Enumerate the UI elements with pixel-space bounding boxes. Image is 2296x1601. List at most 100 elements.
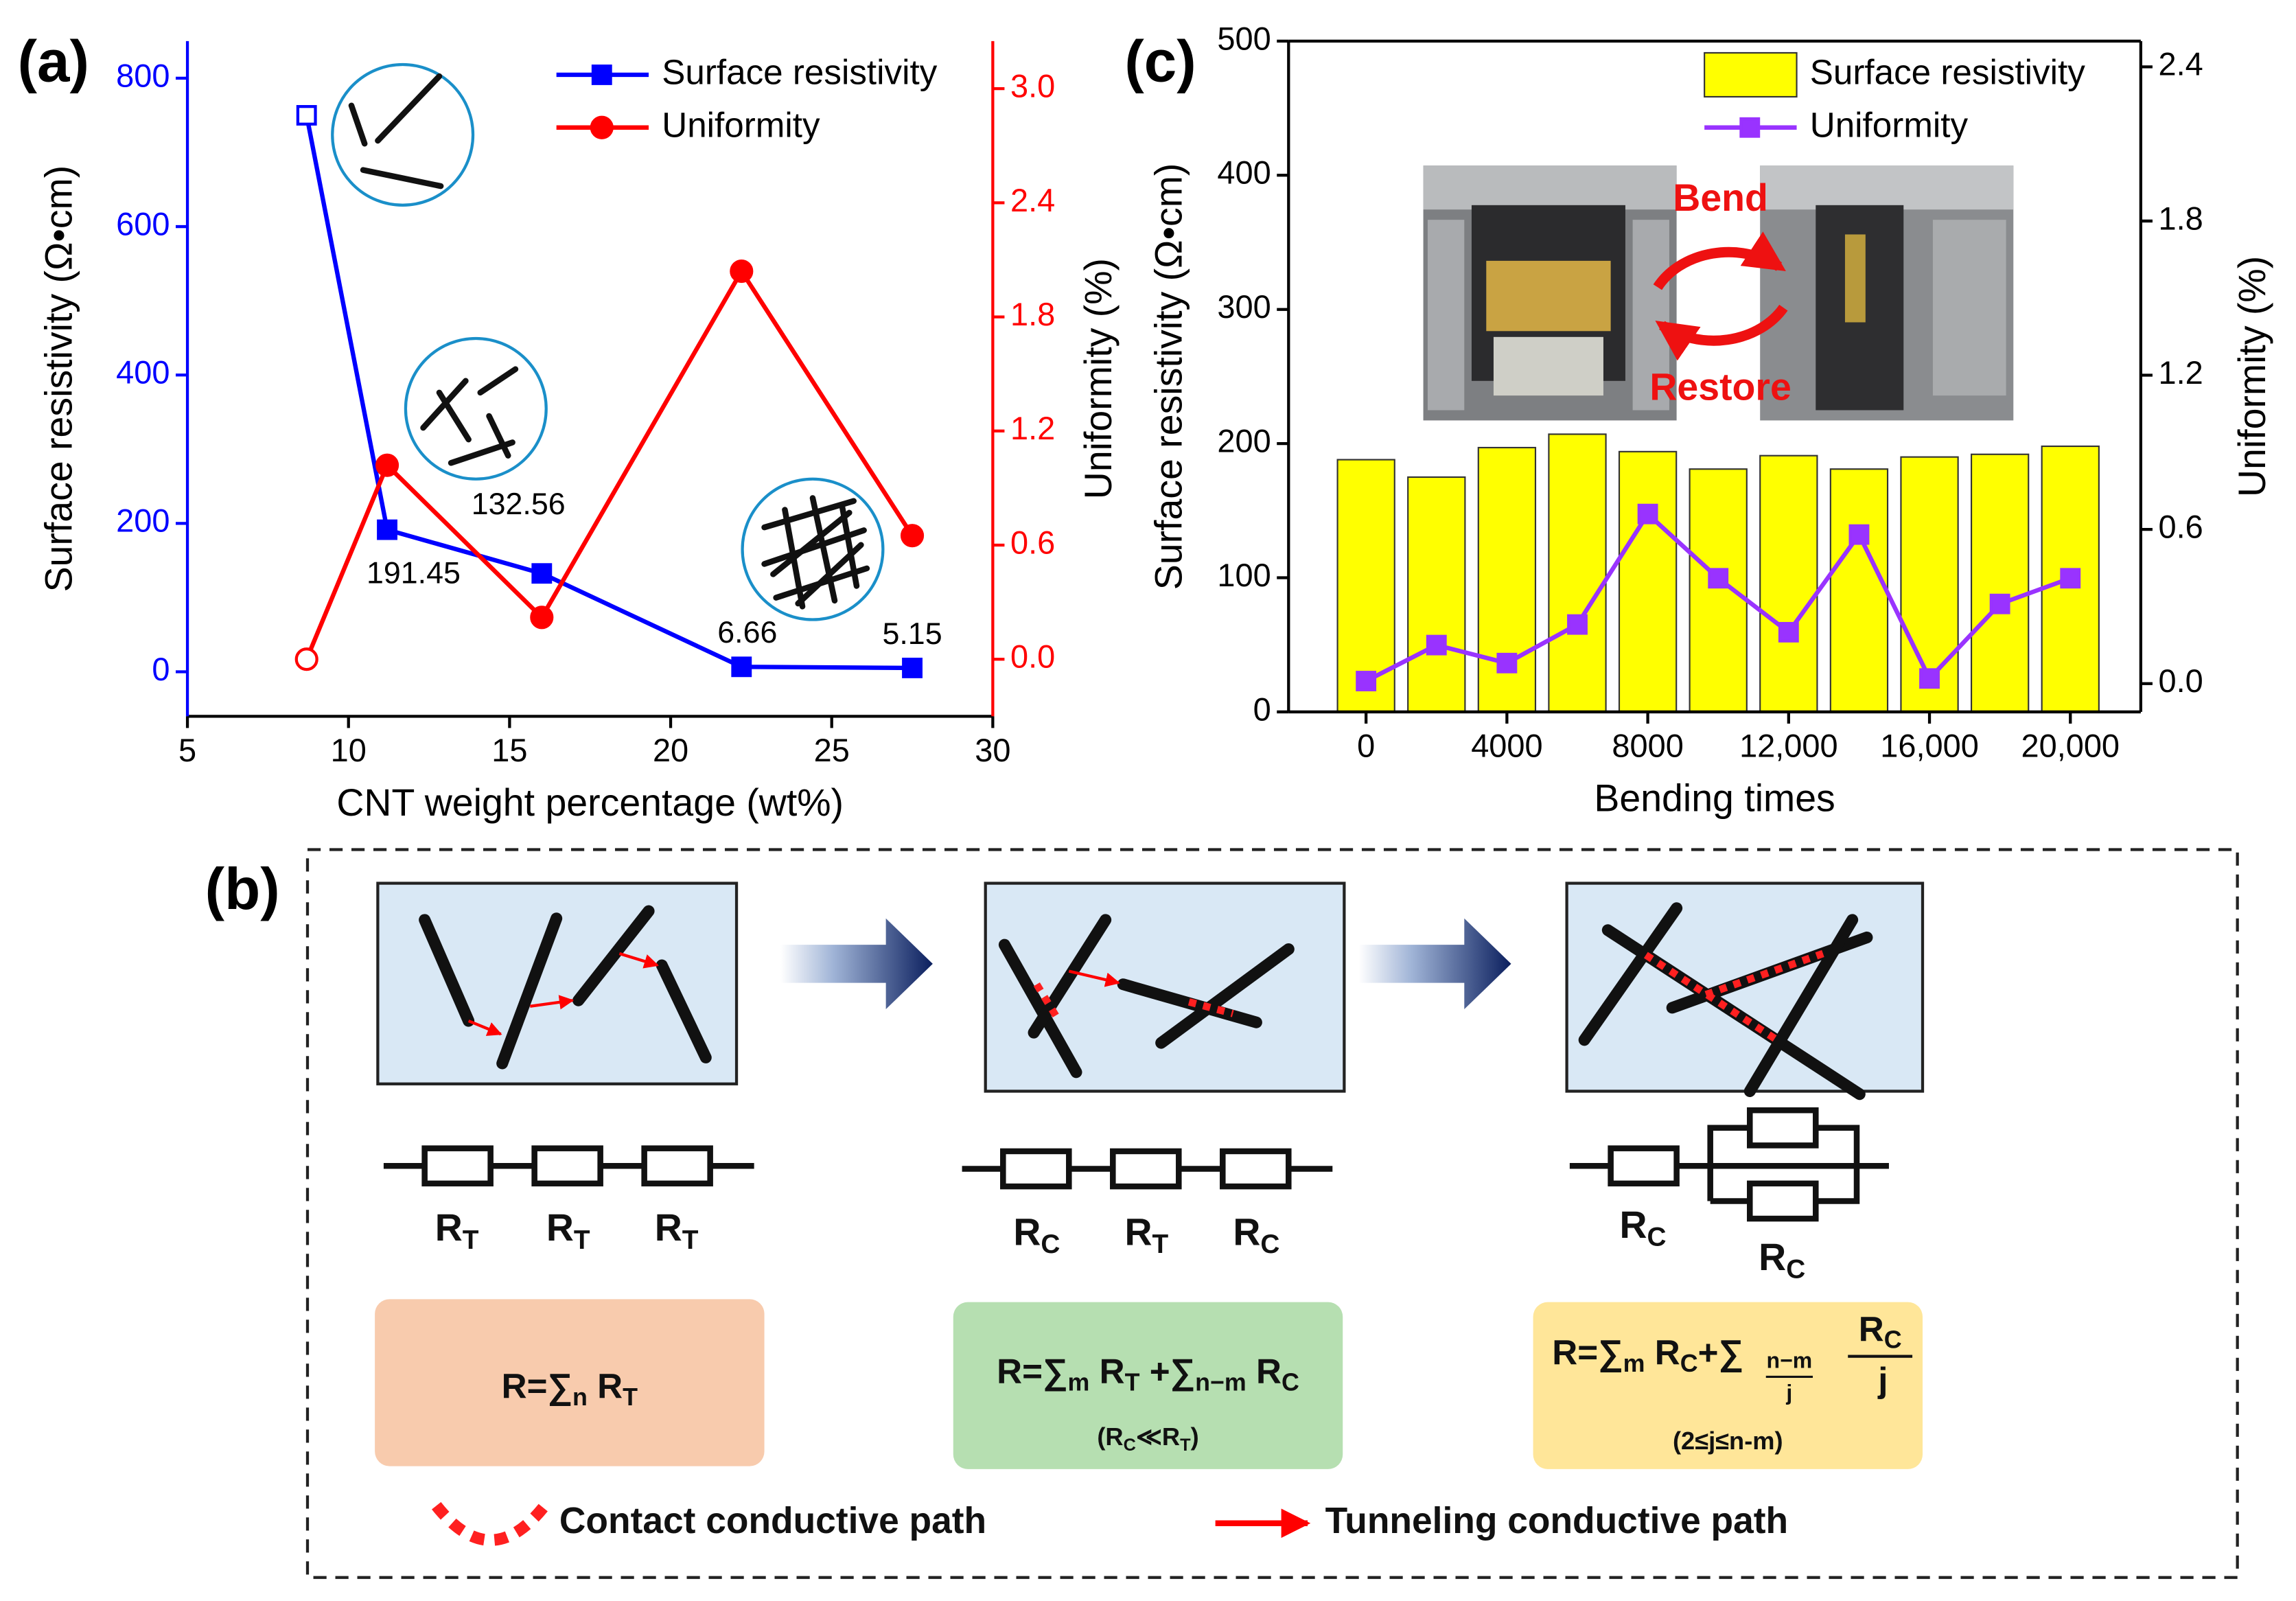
marker bbox=[1778, 621, 1799, 643]
legend-text: Surface resistivity bbox=[1810, 52, 2085, 91]
text-part: R bbox=[588, 1366, 623, 1405]
photo-inset: Bend Restore bbox=[1423, 165, 2014, 421]
formula-sub-den: j bbox=[1785, 1381, 1792, 1405]
text-part: (R bbox=[1097, 1423, 1123, 1451]
x-tick-label: 5 bbox=[178, 733, 196, 768]
fraction-num: RC bbox=[1859, 1309, 1902, 1354]
y-tick-label: 0 bbox=[152, 652, 170, 687]
subscript: T bbox=[463, 1225, 479, 1255]
text-part: R bbox=[655, 1206, 682, 1249]
y2-axis-label: Uniformity (%) bbox=[1077, 258, 1120, 499]
text-part: R bbox=[1089, 1352, 1124, 1391]
y-tick-label: 600 bbox=[116, 206, 170, 242]
subscript: T bbox=[682, 1225, 699, 1255]
text-part: R bbox=[435, 1206, 463, 1249]
marker bbox=[900, 524, 925, 548]
data-label: 191.45 bbox=[367, 556, 461, 590]
marker bbox=[730, 260, 754, 284]
y2-tick-label: 0.0 bbox=[1010, 639, 1055, 675]
marker bbox=[902, 657, 923, 678]
y-tick-label: 500 bbox=[1217, 21, 1271, 56]
resistor-label: RT bbox=[435, 1206, 479, 1255]
fraction-den: j bbox=[1877, 1360, 1888, 1399]
legend-text: Contact conductive path bbox=[559, 1501, 986, 1541]
marker bbox=[1496, 652, 1518, 673]
marker bbox=[294, 647, 318, 671]
x-tick-label: 25 bbox=[814, 733, 850, 768]
x-tick-label: 0 bbox=[1357, 728, 1375, 764]
subscript: T bbox=[623, 1383, 638, 1411]
legend-marker bbox=[1739, 117, 1761, 138]
y-tick-label: 400 bbox=[116, 355, 170, 391]
subscript: C bbox=[1260, 1230, 1279, 1259]
x-tick-label: 15 bbox=[491, 733, 527, 768]
subscript: C bbox=[1282, 1369, 1299, 1396]
resistor-label: RC bbox=[1759, 1235, 1805, 1284]
marker bbox=[2060, 568, 2081, 589]
y2-tick-label: 3.0 bbox=[1010, 69, 1055, 104]
marker bbox=[375, 453, 399, 477]
text-part: R bbox=[546, 1206, 574, 1249]
formula-sub-num: n−m bbox=[1767, 1348, 1813, 1373]
panel-label: (b) bbox=[205, 857, 280, 922]
legend-text: Tunneling conductive path bbox=[1325, 1501, 1789, 1541]
y2-tick-label: 0.6 bbox=[2158, 509, 2203, 545]
legend-marker bbox=[590, 115, 614, 139]
x-tick-label: 12,000 bbox=[1739, 728, 1838, 764]
marker bbox=[530, 606, 554, 630]
text-part: R bbox=[1246, 1352, 1282, 1391]
formula: R=∑n RT bbox=[502, 1366, 638, 1411]
subscript: T bbox=[1180, 1436, 1191, 1455]
inset-label: Bend bbox=[1673, 176, 1768, 219]
y2-axis-label: Uniformity (%) bbox=[2231, 256, 2273, 497]
text-part: R bbox=[1124, 1210, 1152, 1253]
inset-label: Restore bbox=[1649, 365, 1791, 408]
subscript: T bbox=[1152, 1230, 1169, 1259]
marker bbox=[1919, 668, 1940, 689]
legend-text: Uniformity bbox=[1810, 105, 1969, 144]
y2-tick-label: 1.2 bbox=[1010, 411, 1055, 446]
resistor-label: RT bbox=[546, 1206, 590, 1255]
y2-tick-label: 2.4 bbox=[1010, 183, 1055, 218]
text-part: R bbox=[1233, 1210, 1260, 1253]
text-part: ) bbox=[1191, 1423, 1199, 1451]
x-axis-label: CNT weight percentage (wt%) bbox=[336, 781, 844, 824]
resistor-label: RC bbox=[1013, 1210, 1060, 1259]
y-axis-label: Surface resistivity (Ω•cm) bbox=[37, 165, 80, 592]
subscript: C bbox=[1124, 1436, 1136, 1455]
y2-tick-label: 1.2 bbox=[2158, 355, 2203, 391]
y2-tick-label: 0.0 bbox=[2158, 663, 2203, 699]
bar bbox=[1759, 454, 1818, 713]
data-label: 132.56 bbox=[472, 487, 566, 521]
resistor-label: RC bbox=[1233, 1210, 1279, 1259]
y-tick-label: 0 bbox=[1253, 691, 1271, 727]
text-part: R=∑ bbox=[997, 1352, 1067, 1392]
y-tick-label: 300 bbox=[1217, 289, 1271, 325]
marker bbox=[1848, 524, 1870, 545]
text-part: R bbox=[1759, 1235, 1786, 1278]
text-part: +∑ bbox=[1139, 1352, 1195, 1392]
y-tick-label: 200 bbox=[1217, 424, 1271, 459]
text-part: R bbox=[1645, 1333, 1680, 1372]
subscript: C bbox=[1786, 1255, 1805, 1285]
condition: (2≤j≤n-m) bbox=[1673, 1427, 1783, 1455]
marker bbox=[1989, 593, 2010, 614]
panel-label: (c) bbox=[1124, 30, 1196, 95]
marker bbox=[531, 563, 553, 584]
y2-tick-label: 2.4 bbox=[2158, 47, 2203, 82]
marker bbox=[731, 656, 752, 678]
y-tick-label: 200 bbox=[116, 503, 170, 539]
x-tick-label: 10 bbox=[331, 733, 367, 768]
x-tick-label: 4000 bbox=[1471, 728, 1542, 764]
condition: (RC≪RT) bbox=[1097, 1423, 1198, 1455]
text-part: R=∑ bbox=[1552, 1333, 1623, 1372]
x-tick-label: 8000 bbox=[1612, 728, 1683, 764]
subscript: m bbox=[1068, 1369, 1090, 1396]
subscript: T bbox=[1125, 1369, 1140, 1396]
x-tick-label: 16,000 bbox=[1880, 728, 1979, 764]
bar bbox=[1689, 468, 1748, 713]
bar bbox=[1970, 453, 2030, 713]
resistor-label: RT bbox=[655, 1206, 699, 1255]
x-tick-label: 30 bbox=[975, 733, 1010, 768]
